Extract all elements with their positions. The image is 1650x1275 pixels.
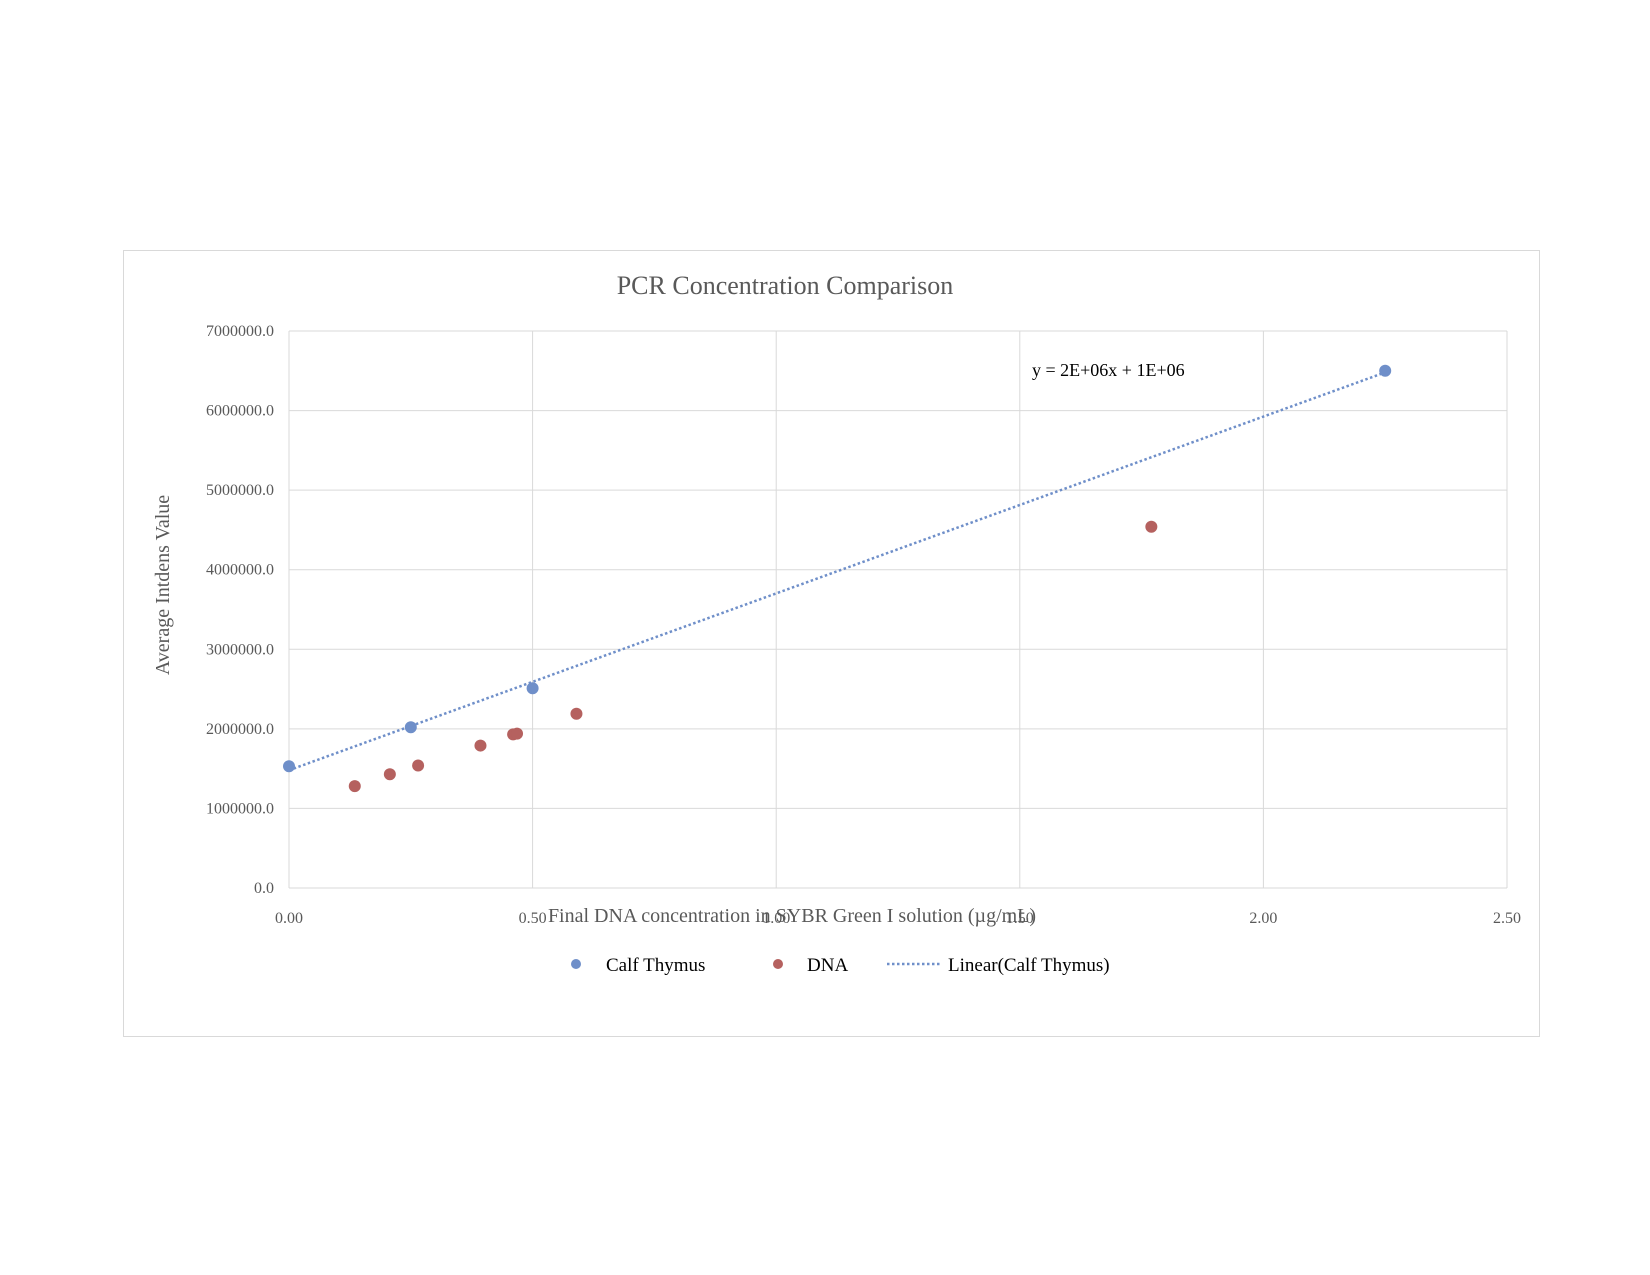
y-tick-label: 1000000.0 [206, 800, 274, 817]
x-tick-label: 0.50 [519, 910, 547, 927]
y-tick-label: 5000000.0 [206, 482, 274, 499]
y-tick-label: 6000000.0 [206, 403, 274, 420]
legend-label-trendline: Linear(Calf Thymus) [948, 955, 1110, 976]
legend-marker-calf-thymus [571, 959, 581, 969]
legend-marker-dna [773, 959, 783, 969]
y-axis-label: Average Intdens Value [152, 495, 174, 675]
point-calf-thymus [404, 721, 417, 734]
point-calf-thymus [526, 682, 539, 695]
tick-labels: 0.00 0.50 1.00 1.50 2.00 2.50 0.0 1000000.0 2000… [206, 323, 1521, 927]
x-tick-label: 2.00 [1249, 910, 1277, 927]
point-dna [1145, 520, 1158, 533]
point-dna [511, 727, 524, 740]
y-tick-label: 2000000.0 [206, 721, 274, 738]
x-tick-label: 0.00 [275, 910, 303, 927]
y-tick-label: 7000000.0 [206, 323, 274, 340]
x-axis-label: Final DNA concentration in SYBR Green I … [548, 905, 1036, 927]
data-points [283, 364, 1392, 793]
point-dna [474, 739, 487, 752]
point-calf-thymus [283, 760, 295, 773]
scatter-chart: PCR Concentration Comparison 0.00 0.50 1.0… [152, 271, 1521, 976]
point-dna [383, 768, 396, 781]
chart-frame: PCR Concentration Comparison 0.00 0.50 1.0… [123, 250, 1540, 1037]
x-tick-label: 2.50 [1493, 910, 1521, 927]
x-tick-label: 1.00 [762, 910, 790, 927]
chart-title: PCR Concentration Comparison [617, 271, 954, 300]
y-tick-label: 3000000.0 [206, 641, 274, 658]
legend-label-calf-thymus: Calf Thymus [606, 955, 705, 976]
point-dna [412, 759, 425, 772]
point-dna [570, 707, 583, 720]
trendline-calf-thymus [288, 371, 1386, 772]
trendline-equation: y = 2E+06x + 1E+06 [1032, 360, 1185, 380]
x-tick-label: 1.50 [1006, 910, 1034, 927]
point-calf-thymus [1379, 364, 1392, 377]
y-tick-label: 0.0 [254, 880, 274, 897]
point-dna [348, 780, 361, 793]
legend: Calf Thymus DNA Linear(Calf Thymus) [571, 955, 1110, 976]
y-tick-label: 4000000.0 [206, 562, 274, 579]
grid-lines [288, 330, 1508, 889]
legend-label-dna: DNA [807, 955, 848, 976]
